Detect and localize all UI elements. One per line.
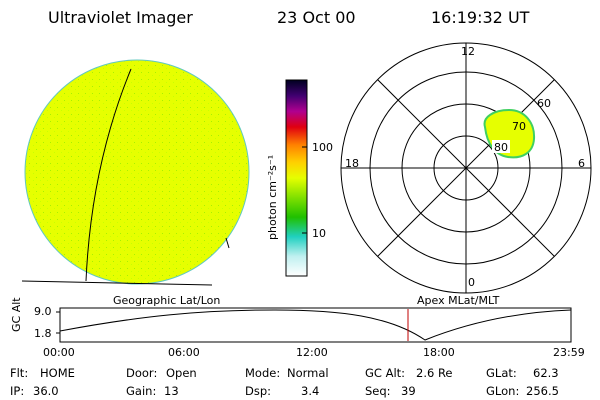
instrument-title: Ultraviolet Imager [48,8,193,27]
polar-panel-label: Apex MLat/MLT [417,294,500,307]
status-filter-value: HOME [40,366,75,380]
status-gcalt-label: GC Alt: [365,366,406,380]
status-seq-label: Seq: [365,384,391,398]
status-ip-label: IP: [10,384,25,398]
colorbar: photon cm⁻²s⁻¹ [266,79,308,277]
lat-label-60: 60 [537,97,551,110]
horizon-line [21,280,213,286]
mlt-label-6: 6 [578,157,585,170]
polar-plot [340,42,592,294]
earth-disc [25,60,249,284]
colorbar-tick-10: 10 [312,227,326,240]
timeline-xtick-1200: 12:00 [296,346,328,359]
timeline-ytick-1-8: 1.8 [34,327,52,340]
status-glon-value: 256.5 [526,384,559,398]
colorbar-tick-100: 100 [312,141,333,154]
geographic-image-panel [21,59,250,286]
altitude-curve [59,309,572,341]
status-door-value: Open [166,366,197,380]
status-glon-label: GLon: [486,384,520,398]
status-filter-label: Flt: [10,366,29,380]
colorbar-unit-label: photon cm⁻²s⁻¹ [266,155,279,240]
status-glat-label: GLat: [486,366,517,380]
status-gcalt-value: 2.6 Re [416,366,453,380]
status-glat-value: 62.3 [533,366,559,380]
observation-time: 16:19:32 UT [431,8,530,27]
timeline-ytick-9: 9.0 [34,305,52,318]
status-dsp-value: 3.4 [301,384,320,398]
status-seq-value: 39 [401,384,416,398]
lat-label-80: 80 [494,141,508,154]
longitude-line [85,68,132,282]
timeline-xtick-0600: 06:00 [168,346,200,359]
colorbar-gradient [285,79,308,277]
status-mode-value: Normal [287,366,329,380]
mlt-label-18: 18 [345,157,359,170]
mlt-label-12: 12 [461,45,475,58]
status-dsp-label: Dsp: [245,384,272,398]
mlt-label-0: 0 [468,276,475,289]
status-gain-label: Gain: [126,384,157,398]
geographic-panel-label: Geographic Lat/Lon [113,294,221,307]
timeline-y-axis-label: GC Alt [10,297,23,332]
status-door-label: Door: [126,366,158,380]
status-ip-value: 36.0 [33,384,59,398]
timeline-xtick-2359: 23:59 [553,346,585,359]
timeline-xtick-0000: 00:00 [43,346,75,359]
status-gain-value: 13 [164,384,179,398]
altitude-timeline [56,307,572,343]
lat-label-70: 70 [512,120,526,133]
status-mode-label: Mode: [245,366,281,380]
observation-date: 23 Oct 00 [277,8,356,27]
timeline-xtick-1800: 18:00 [423,346,455,359]
